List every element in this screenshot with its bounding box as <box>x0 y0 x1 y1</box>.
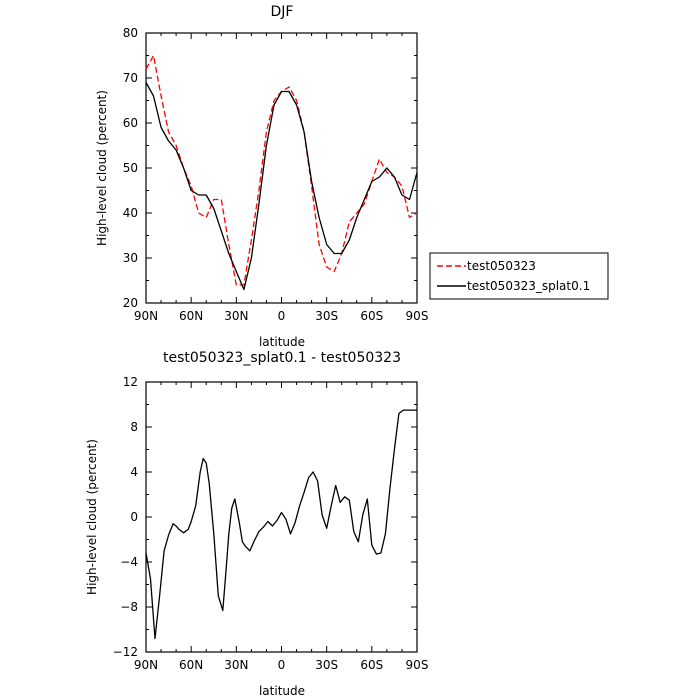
bottom-x-tick-label: 0 <box>278 658 286 672</box>
top-series-line-test050323 <box>145 54 418 286</box>
bottom-y-tick-label: −4 <box>120 555 138 569</box>
top-y-tick-label: 20 <box>123 296 138 310</box>
top-x-tick-label: 60N <box>179 309 203 323</box>
top-y-tick-label: 80 <box>123 26 138 40</box>
top-x-tick-label: 30S <box>315 309 338 323</box>
bottom-x-tick-label: 60S <box>360 658 383 672</box>
bottom-y-tick-label: −8 <box>120 600 138 614</box>
bottom-y-tick-label: 8 <box>130 420 138 434</box>
bottom-plot-frame <box>145 381 418 653</box>
bottom-y-tick-label: −12 <box>113 645 138 659</box>
legend-label-test050323: test050323 <box>467 259 536 273</box>
legend-label-test050323-splat0.1: test050323_splat0.1 <box>467 279 590 293</box>
bottom-series-layer <box>145 409 417 640</box>
top-y-axis-label: High-level cloud (percent) <box>95 90 109 246</box>
bottom-axis-ticks: 90N 60N 30N 0 30S 60S 90S −12 −8 −4 0 4 8 12 <box>113 375 429 672</box>
top-x-axis-label: latitude <box>259 335 305 349</box>
top-x-tick-label: 30N <box>224 309 248 323</box>
bottom-panel: test050323_splat0.1 - test050323 90N 60N 3… <box>85 350 428 698</box>
top-x-tick-label: 90S <box>406 309 429 323</box>
top-y-tick-label: 50 <box>123 161 138 175</box>
bottom-y-tick-label: 4 <box>130 465 138 479</box>
legend: test050323 test050323_splat0.1 <box>429 252 609 300</box>
top-x-tick-label: 60S <box>360 309 383 323</box>
top-y-tick-label: 30 <box>123 251 138 265</box>
bottom-chart-title: test050323_splat0.1 - test050323 <box>163 350 401 366</box>
bottom-y-tick-label: 0 <box>130 510 138 524</box>
bottom-x-tick-label: 30S <box>315 658 338 672</box>
bottom-x-tick-label: 60N <box>179 658 203 672</box>
top-chart-title: DJF <box>271 4 294 20</box>
top-series-line-test050323-splat0-1 <box>145 82 418 291</box>
top-panel: DJF 90N 60N 30N 0 30S 60S 90S 20 30 40 50 60 70 80 la… <box>95 4 428 349</box>
top-series-layer <box>145 54 418 291</box>
bottom-x-tick-label: 30N <box>224 658 248 672</box>
bottom-x-axis-label: latitude <box>259 684 305 698</box>
top-x-tick-label: 90N <box>134 309 158 323</box>
top-y-tick-label: 60 <box>123 116 138 130</box>
bottom-y-axis-label: High-level cloud (percent) <box>85 439 99 595</box>
bottom-series-line-0 <box>145 409 417 640</box>
top-y-tick-label: 70 <box>123 71 138 85</box>
bottom-y-tick-label: 12 <box>123 375 138 389</box>
bottom-x-tick-label: 90S <box>406 658 429 672</box>
top-y-tick-label: 40 <box>123 206 138 220</box>
bottom-x-tick-label: 90N <box>134 658 158 672</box>
legend-box <box>429 252 609 300</box>
top-x-tick-label: 0 <box>278 309 286 323</box>
top-plot-frame <box>145 32 418 304</box>
top-axis-ticks: 90N 60N 30N 0 30S 60S 90S 20 30 40 50 60 70 80 <box>123 26 429 323</box>
